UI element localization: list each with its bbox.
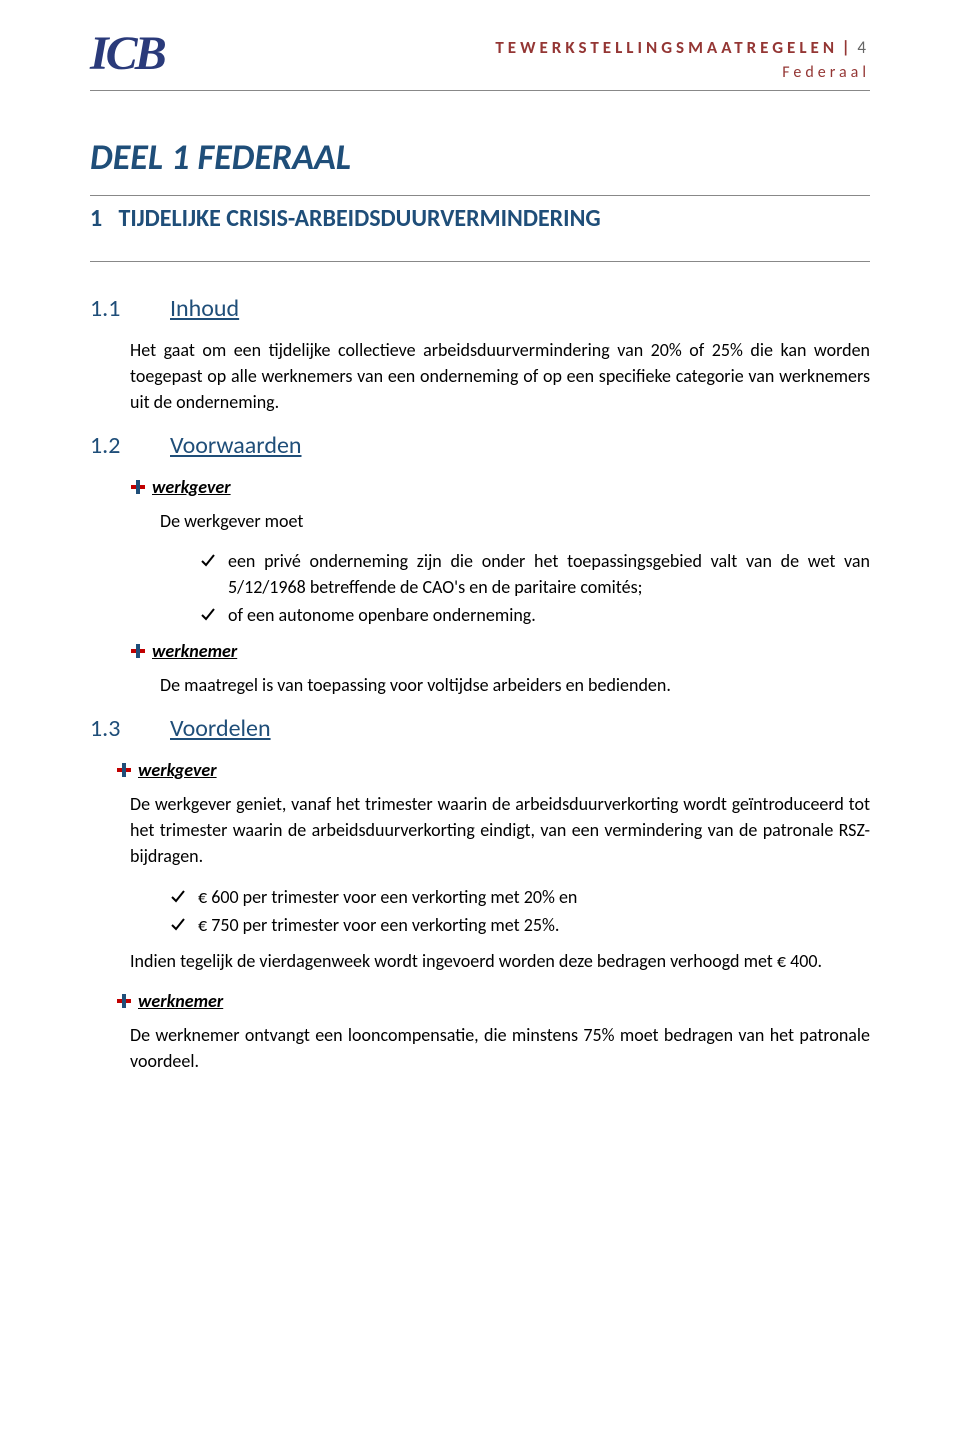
section-heading-1-3: 1.3 Voordelen xyxy=(90,712,870,747)
werkgever-conditions-list: een privé onderneming zijn die onder het… xyxy=(200,548,870,628)
header-text-block: TEWERKSTELLINGSMAATREGELEN | 4 Federaal xyxy=(495,30,870,84)
header-rule xyxy=(90,90,870,91)
section-heading-1-2: 1.2 Voorwaarden xyxy=(90,429,870,464)
header-pipe: | xyxy=(842,37,854,58)
role-werknemer: werknemer xyxy=(116,988,870,1014)
section-name: Voorwaarden xyxy=(170,429,302,464)
list-item: een privé onderneming zijn die onder het… xyxy=(200,548,870,600)
section-name: Inhoud xyxy=(170,292,239,327)
werknemer-voordelen-body: De werknemer ontvangt een looncompensati… xyxy=(130,1022,870,1074)
part-title: DEEL 1 FEDERAAL xyxy=(90,131,870,183)
section-number: 1.2 xyxy=(90,429,130,464)
section-heading-1-1: 1.1 Inhoud xyxy=(90,292,870,327)
plus-icon xyxy=(116,993,132,1009)
plus-icon xyxy=(116,762,132,778)
section-number: 1.3 xyxy=(90,712,130,747)
werkgever-voordelen-body: De werkgever geniet, vanaf het trimester… xyxy=(130,791,870,869)
logo: ICB xyxy=(90,30,164,78)
role-werknemer: werknemer xyxy=(130,638,870,664)
role-label: werkgever xyxy=(138,757,217,783)
header-subtitle: Federaal xyxy=(495,61,870,84)
chapter-rule-bottom xyxy=(90,261,870,262)
chapter-rule-top xyxy=(90,195,870,196)
page-number: 4 xyxy=(857,37,870,58)
werkgever-voordelen-after: Indien tegelijk de vierdagenweek wordt i… xyxy=(130,948,870,974)
header-title: TEWERKSTELLINGSMAATREGELEN xyxy=(495,37,838,58)
list-item: of een autonome openbare onderneming. xyxy=(200,602,870,628)
plus-icon xyxy=(130,479,146,495)
list-item: € 750 per trimester voor een verkorting … xyxy=(170,912,870,938)
section-name: Voordelen xyxy=(170,712,271,747)
werkgever-voordelen-list: € 600 per trimester voor een verkorting … xyxy=(170,884,870,938)
section-1-1-body: Het gaat om een tijdelijke collectieve a… xyxy=(130,337,870,415)
role-label: werknemer xyxy=(152,638,237,664)
role-label: werknemer xyxy=(138,988,223,1014)
plus-icon xyxy=(130,643,146,659)
role-werkgever: werkgever xyxy=(116,757,870,783)
page-header: ICB TEWERKSTELLINGSMAATREGELEN | 4 Feder… xyxy=(90,30,870,84)
section-number: 1.1 xyxy=(90,292,130,327)
role-label: werkgever xyxy=(152,474,231,500)
header-title-line: TEWERKSTELLINGSMAATREGELEN | 4 xyxy=(495,36,870,61)
werknemer-body: De maatregel is van toepassing voor volt… xyxy=(160,672,870,698)
list-item: € 600 per trimester voor een verkorting … xyxy=(170,884,870,910)
role-werkgever: werkgever xyxy=(130,474,870,500)
chapter-name: TIJDELIJKE CRISIS-ARBEIDSDUURVERMINDERIN… xyxy=(118,204,600,233)
chapter-number: 1 xyxy=(90,204,102,233)
chapter-title: 1 TIJDELIJKE CRISIS-ARBEIDSDUURVERMINDER… xyxy=(90,202,870,237)
werkgever-intro: De werkgever moet xyxy=(160,508,870,534)
